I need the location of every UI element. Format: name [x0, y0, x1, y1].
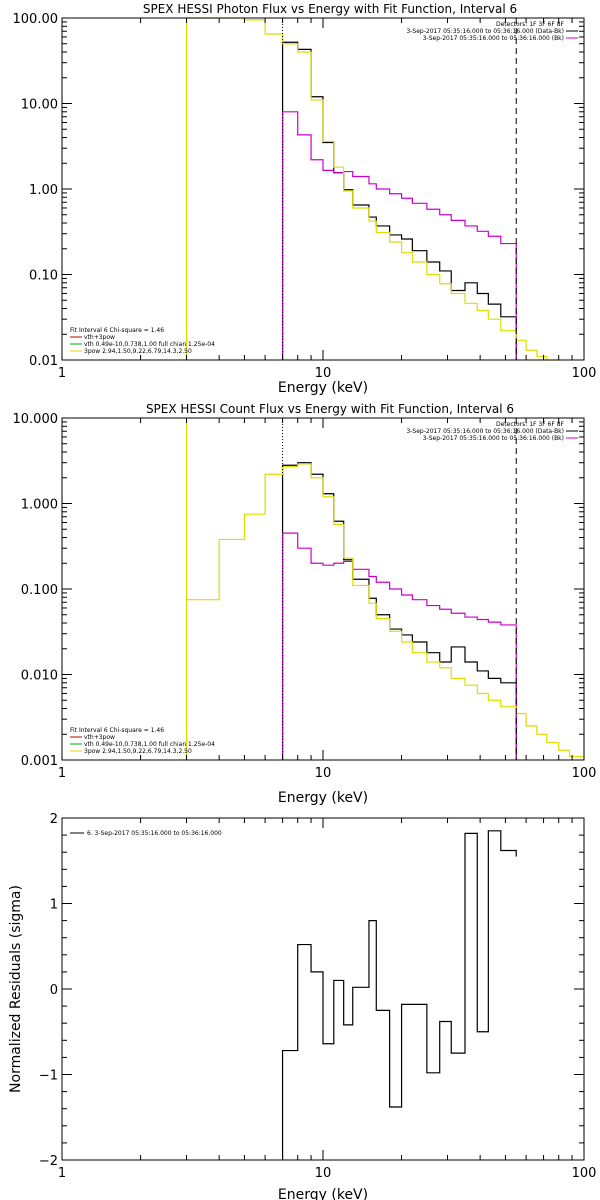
y-tick-label: 100.00	[13, 12, 59, 27]
photon-ticks: 1 10 100 0.01 0.10 1.00 10.00 100.00	[13, 12, 597, 381]
y-tick-label: 0	[50, 983, 58, 998]
y-tick-label: −2	[39, 1154, 58, 1169]
legend-left-entry: Fit Interval 6 Chi-square = 1.46	[70, 327, 164, 334]
y-tick-label: 10.000	[13, 412, 59, 427]
x-tick-label: 10	[315, 366, 332, 381]
y-tick-label: 0.001	[21, 754, 58, 769]
x-tick-label: 10	[315, 766, 332, 781]
residuals-x-axis-label: Energy (keV)	[278, 1187, 368, 1200]
count-ticks: 1 10 100 0.001 0.010 0.100 1.000 10.000	[13, 412, 597, 781]
y-tick-label: 2	[50, 812, 58, 827]
series-histogram-1	[281, 532, 517, 760]
legend-left-entry: vth+3pow	[84, 734, 115, 741]
y-tick-label: 0.010	[21, 669, 58, 684]
legend-right-entry: 3-Sep-2017 05:35:16.000 to 05:36:16.000 …	[423, 35, 564, 42]
residuals-marks	[281, 830, 517, 1160]
y-tick-label: 0.100	[21, 583, 58, 598]
x-tick-label: 10	[315, 1166, 332, 1181]
x-tick-label: 100	[572, 766, 597, 781]
photon-legend: Detectors: 1F 3F 6F 8F3-Sep-2017 05:35:1…	[70, 21, 578, 355]
count-flux-panel: SPEX HESSI Count Flux vs Energy with Fit…	[13, 402, 597, 806]
photon-flux-panel: SPEX HESSI Photon Flux vs Energy with Fi…	[13, 2, 597, 396]
y-tick-label: 0.10	[29, 269, 58, 284]
legend-right-entry: 3-Sep-2017 05:35:16.000 to 05:36:16.000 …	[406, 28, 564, 35]
x-tick-label: 100	[572, 1166, 597, 1181]
count-legend: Detectors: 1F 3F 6F 8F3-Sep-2017 05:35:1…	[70, 421, 578, 755]
series-histogram-1	[281, 111, 517, 360]
photon-x-axis-label: Energy (keV)	[278, 380, 368, 396]
count-chart-title: SPEX HESSI Count Flux vs Energy with Fit…	[146, 402, 514, 416]
series-histogram-0	[281, 830, 517, 1160]
photon-marks	[185, 17, 559, 361]
legend-right-entry: 3-Sep-2017 05:35:16.000 to 05:36:16.000 …	[423, 435, 564, 442]
residuals-y-axis-label: Normalized Residuals (sigma)	[8, 885, 24, 1093]
series-histogram-2	[185, 17, 559, 361]
legend-left-entry: 3pow 2.94,1.50,9.22,6.79,14.3,2.50	[84, 348, 192, 355]
count-plot-frame	[61, 417, 585, 761]
photon-chart-title: SPEX HESSI Photon Flux vs Energy with Fi…	[143, 2, 517, 16]
series-histogram-0	[281, 41, 517, 360]
legend-left-entry: vth 0.49e-10,0.738,1.00 full chian 1.25e…	[84, 741, 215, 748]
series-histogram-0	[281, 462, 517, 760]
x-tick-label: 100	[572, 366, 597, 381]
legend-right-entry: Detectors: 1F 3F 6F 8F	[496, 421, 565, 428]
legend-left-entry: Fit Interval 6 Chi-square = 1.46	[70, 727, 164, 734]
count-x-axis-label: Energy (keV)	[278, 790, 368, 806]
x-tick-label: 1	[58, 366, 66, 381]
legend-top-entry: 6. 3-Sep-2017 05:35:16.000 to 05:36:16.0…	[87, 830, 222, 837]
legend-right-entry: 3-Sep-2017 05:35:16.000 to 05:36:16.000 …	[406, 428, 564, 435]
count-marks	[185, 418, 585, 760]
y-tick-label: 1.00	[29, 183, 58, 198]
residuals-panel: 1 10 100 −2 −1 0 1 2 Energy (keV) Normalized Re…	[8, 812, 596, 1200]
y-tick-label: 10.00	[21, 98, 58, 113]
x-tick-label: 1	[58, 766, 66, 781]
y-tick-label: 1	[50, 898, 58, 913]
residuals-legend: 6. 3-Sep-2017 05:35:16.000 to 05:36:16.0…	[70, 830, 222, 837]
legend-right-entry: Detectors: 1F 3F 6F 8F	[496, 21, 565, 28]
y-tick-label: 1.000	[21, 498, 58, 513]
y-tick-label: −1	[39, 1069, 58, 1084]
legend-left-entry: 3pow 2.94,1.50,9.22,6.79,14.3,2.50	[84, 748, 192, 755]
residuals-ticks: 1 10 100 −2 −1 0 1 2	[39, 812, 597, 1181]
photon-plot-frame	[61, 17, 585, 361]
x-tick-label: 1	[58, 1166, 66, 1181]
series-histogram-2	[185, 463, 585, 760]
legend-left-entry: vth+3pow	[84, 334, 115, 341]
y-tick-label: 0.01	[29, 354, 58, 369]
legend-left-entry: vth 0.49e-10,0.738,1.00 full chian 1.25e…	[84, 341, 215, 348]
